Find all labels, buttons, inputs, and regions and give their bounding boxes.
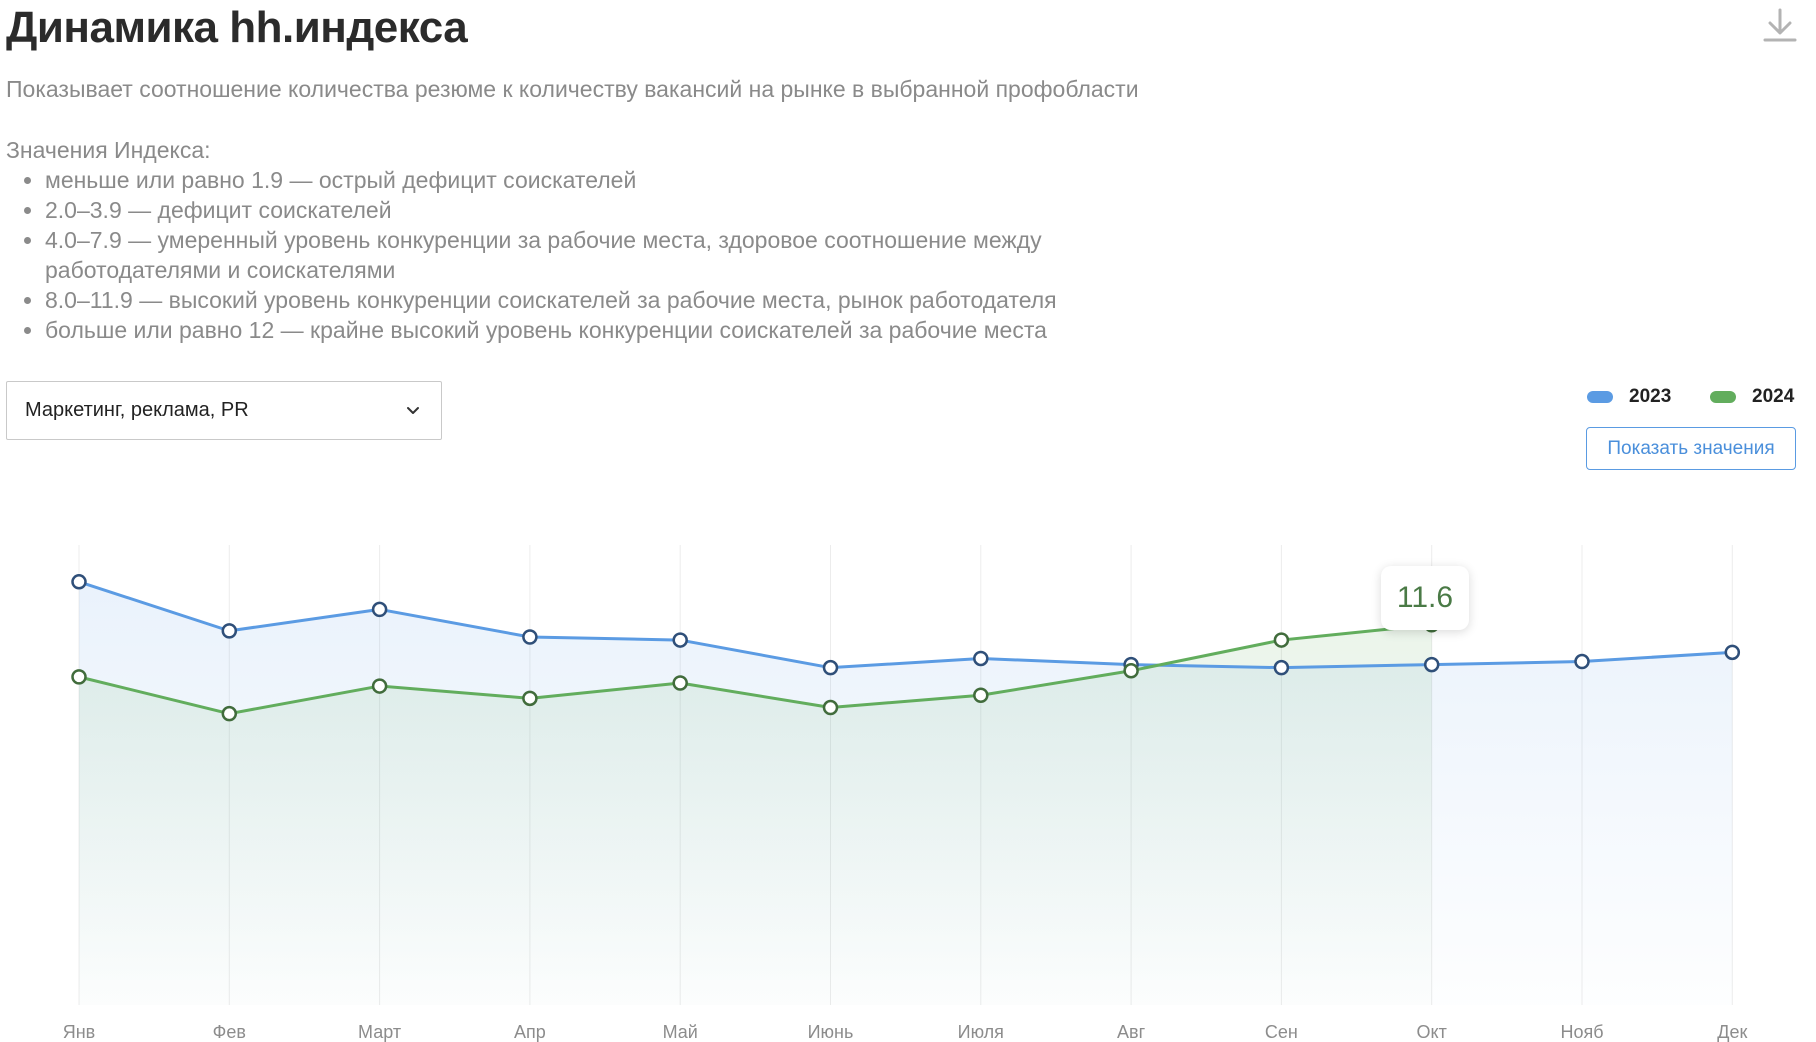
chevron-down-icon (407, 407, 419, 414)
x-tick-label: Нояб (1560, 1022, 1603, 1042)
series-area-2024 (79, 624, 1432, 1005)
data-point-2023 (1423, 656, 1440, 673)
show-values-button[interactable]: Показать значения (1586, 427, 1796, 470)
data-point-2023 (221, 623, 238, 639)
chart-tooltip: 11.6 (1381, 566, 1469, 630)
index-values-list: меньше или равно 1.9 — острый дефицит со… (6, 165, 1195, 345)
x-tick-label: Май (663, 1022, 698, 1042)
legend-item-2023[interactable]: 2023 (1587, 384, 1671, 410)
data-point-2024 (371, 678, 388, 694)
data-point-2024 (822, 699, 839, 716)
index-value-item: больше или равно 12 — крайне высокий уро… (45, 315, 1195, 345)
data-point-2024 (1273, 632, 1290, 648)
x-tick-label: Июнь (808, 1022, 854, 1042)
data-point-2023 (822, 659, 839, 676)
x-tick-label: Окт (1417, 1022, 1447, 1042)
index-value-item: меньше или равно 1.9 — острый дефицит со… (45, 165, 1195, 195)
index-values-heading: Значения Индекса: (6, 137, 211, 163)
legend-label-2023: 2023 (1629, 386, 1672, 407)
data-point-2023 (1574, 653, 1590, 670)
page-title: Динамика hh.индекса (6, 3, 468, 52)
legend-item-2024[interactable]: 2024 (1710, 384, 1794, 410)
profarea-select-value: Маркетинг, реклама, PR (25, 399, 249, 421)
x-tick-label: Янв (63, 1022, 96, 1042)
data-point-2023 (522, 629, 538, 645)
profarea-select[interactable]: Маркетинг, реклама, PR (6, 381, 442, 440)
data-point-2024 (71, 669, 87, 685)
x-tick-label: Авг (1117, 1022, 1146, 1042)
x-tick-label: Июля (958, 1022, 1004, 1042)
data-point-2024 (522, 690, 538, 707)
series-line-2023 (78, 580, 1733, 670)
legend-swatch-2024 (1710, 391, 1736, 403)
page-subtitle: Показывает соотношение количества резюме… (6, 76, 1139, 102)
legend-swatch-2023 (1587, 391, 1613, 403)
index-value-item: 8.0–11.9 — высокий уровень конкуренции с… (45, 285, 1195, 315)
data-point-2023 (1273, 659, 1290, 676)
data-point-2024 (221, 705, 238, 722)
x-tick-label: Фев (213, 1022, 246, 1042)
data-point-2024 (672, 675, 688, 691)
download-icon (1763, 8, 1797, 42)
data-point-2023 (1724, 644, 1741, 661)
data-point-2023 (71, 574, 87, 590)
data-point-2023 (672, 632, 688, 648)
data-point-2023 (371, 601, 388, 618)
x-tick-label: Апр (514, 1022, 546, 1042)
data-point-2024 (1123, 662, 1139, 679)
x-tick-label: Сен (1265, 1022, 1298, 1042)
data-point-2023 (973, 650, 989, 667)
data-point-2024 (973, 687, 989, 704)
x-tick-label: Март (358, 1022, 401, 1042)
series-line-2024 (78, 623, 1432, 716)
legend-label-2024: 2024 (1752, 386, 1795, 407)
x-tick-label: Дек (1717, 1022, 1747, 1042)
download-button[interactable] (1760, 6, 1800, 46)
index-value-item: 2.0–3.9 — дефицит соискателей (45, 195, 1195, 225)
index-value-item: 4.0–7.9 — умеренный уровень конкуренции … (45, 225, 1195, 285)
